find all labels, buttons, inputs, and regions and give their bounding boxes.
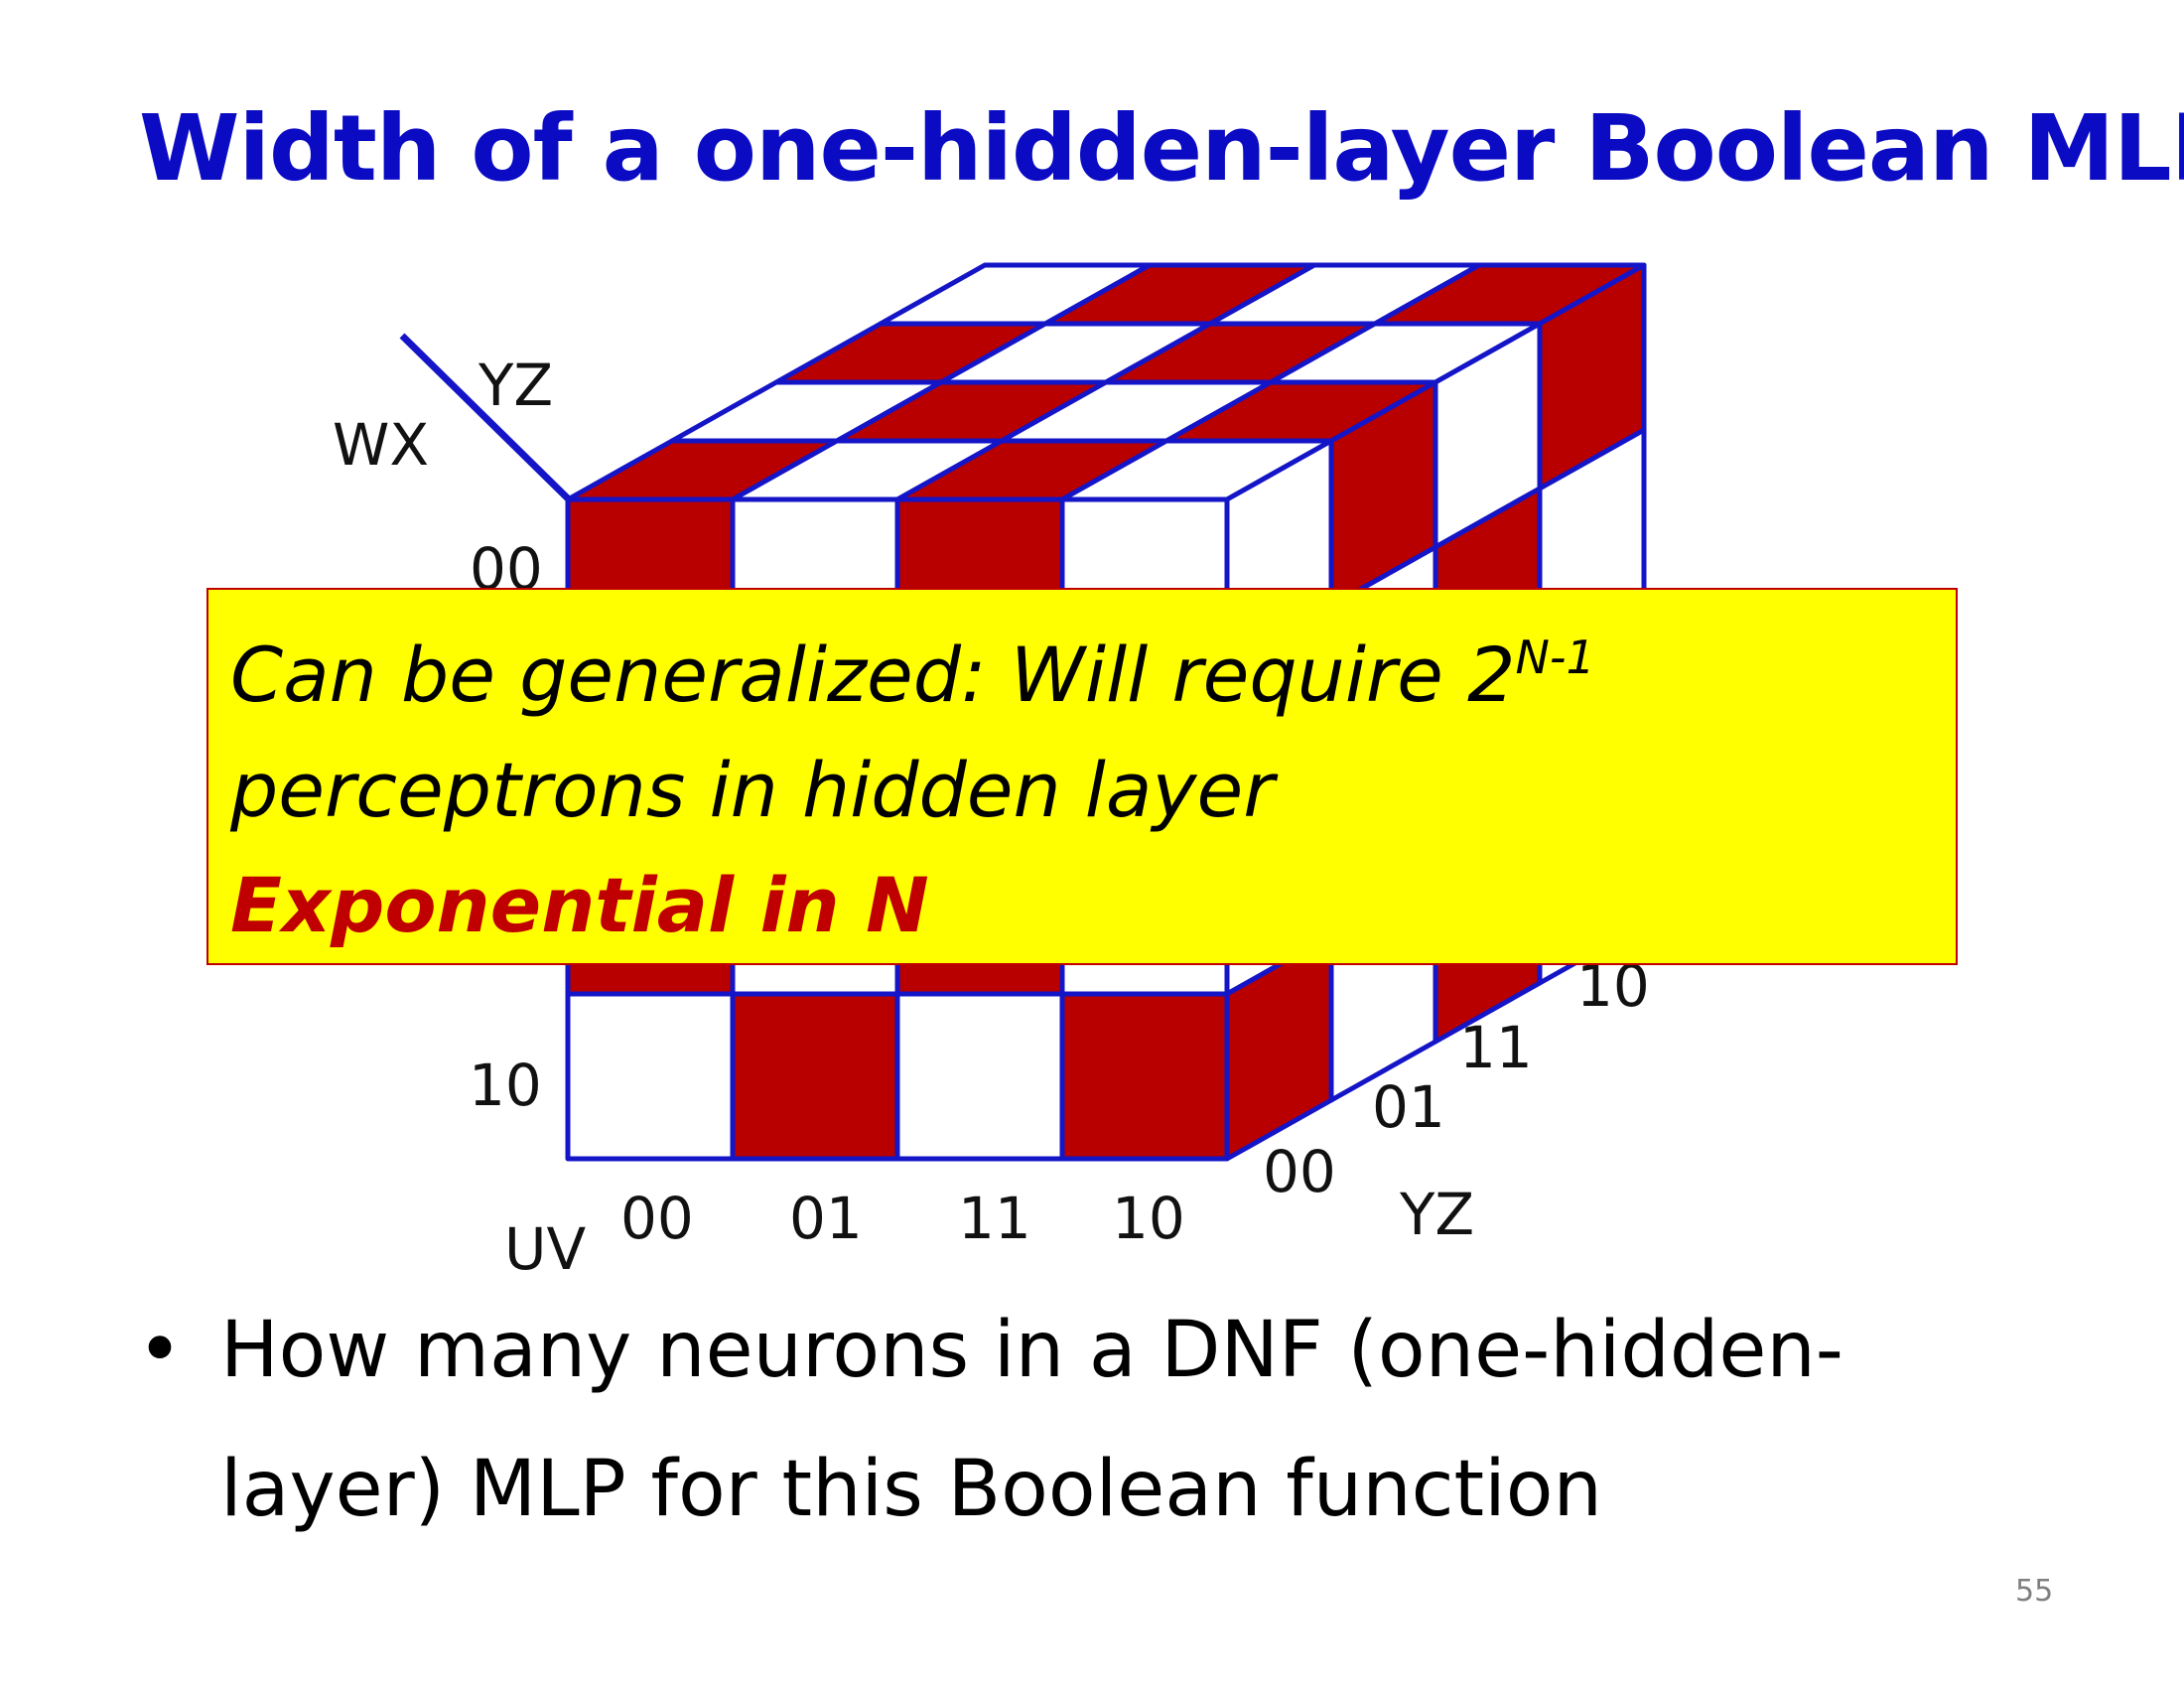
bullet-text-line-2: layer) MLP for this Boolean function xyxy=(220,1445,1602,1534)
bullet-list: • How many neurons in a DNF (one-hidden-… xyxy=(129,1281,1976,1559)
column-label-10: 10 xyxy=(1112,1185,1185,1252)
column-label-11: 11 xyxy=(958,1185,1031,1252)
wx-yz-divider xyxy=(399,333,574,504)
callout-line-1: Can be generalized: Will require 2N-1 xyxy=(230,618,1936,733)
page-number: 55 xyxy=(2015,1574,2054,1609)
callout-text-1: Can be generalized: Will require 2 xyxy=(230,631,1516,719)
front-face-cell xyxy=(565,991,736,1162)
column-label-00: 00 xyxy=(620,1185,694,1252)
slide-title: Width of a one-hidden-layer Boolean MLP xyxy=(139,95,2184,202)
front-face-cell xyxy=(1059,991,1230,1162)
wx-label: WX xyxy=(333,411,429,479)
front-face-cell xyxy=(730,991,900,1162)
bullet-text-line-1: How many neurons in a DNF (one-hidden- xyxy=(220,1306,1843,1395)
column-label-01: 01 xyxy=(789,1185,863,1252)
callout-emphasis: Exponential in N xyxy=(230,861,929,949)
generalization-callout: Can be generalized: Will require 2N-1 pe… xyxy=(206,588,1958,965)
row-label-10: 10 xyxy=(469,1052,542,1119)
depth-label-01: 01 xyxy=(1372,1073,1445,1141)
callout-superscript: N-1 xyxy=(1515,631,1595,684)
callout-line-2: perceptrons in hidden layer xyxy=(230,746,1275,834)
front-face-cell xyxy=(894,991,1065,1162)
yz-top-label: YZ xyxy=(478,352,553,419)
uv-label: UV xyxy=(504,1215,586,1283)
depth-label-11: 11 xyxy=(1459,1014,1533,1081)
bullet-item: • How many neurons in a DNF (one-hidden-… xyxy=(129,1281,1976,1559)
depth-label-00: 00 xyxy=(1263,1138,1336,1205)
bullet-marker: • xyxy=(137,1306,184,1395)
yz-side-label: YZ xyxy=(1399,1181,1474,1248)
